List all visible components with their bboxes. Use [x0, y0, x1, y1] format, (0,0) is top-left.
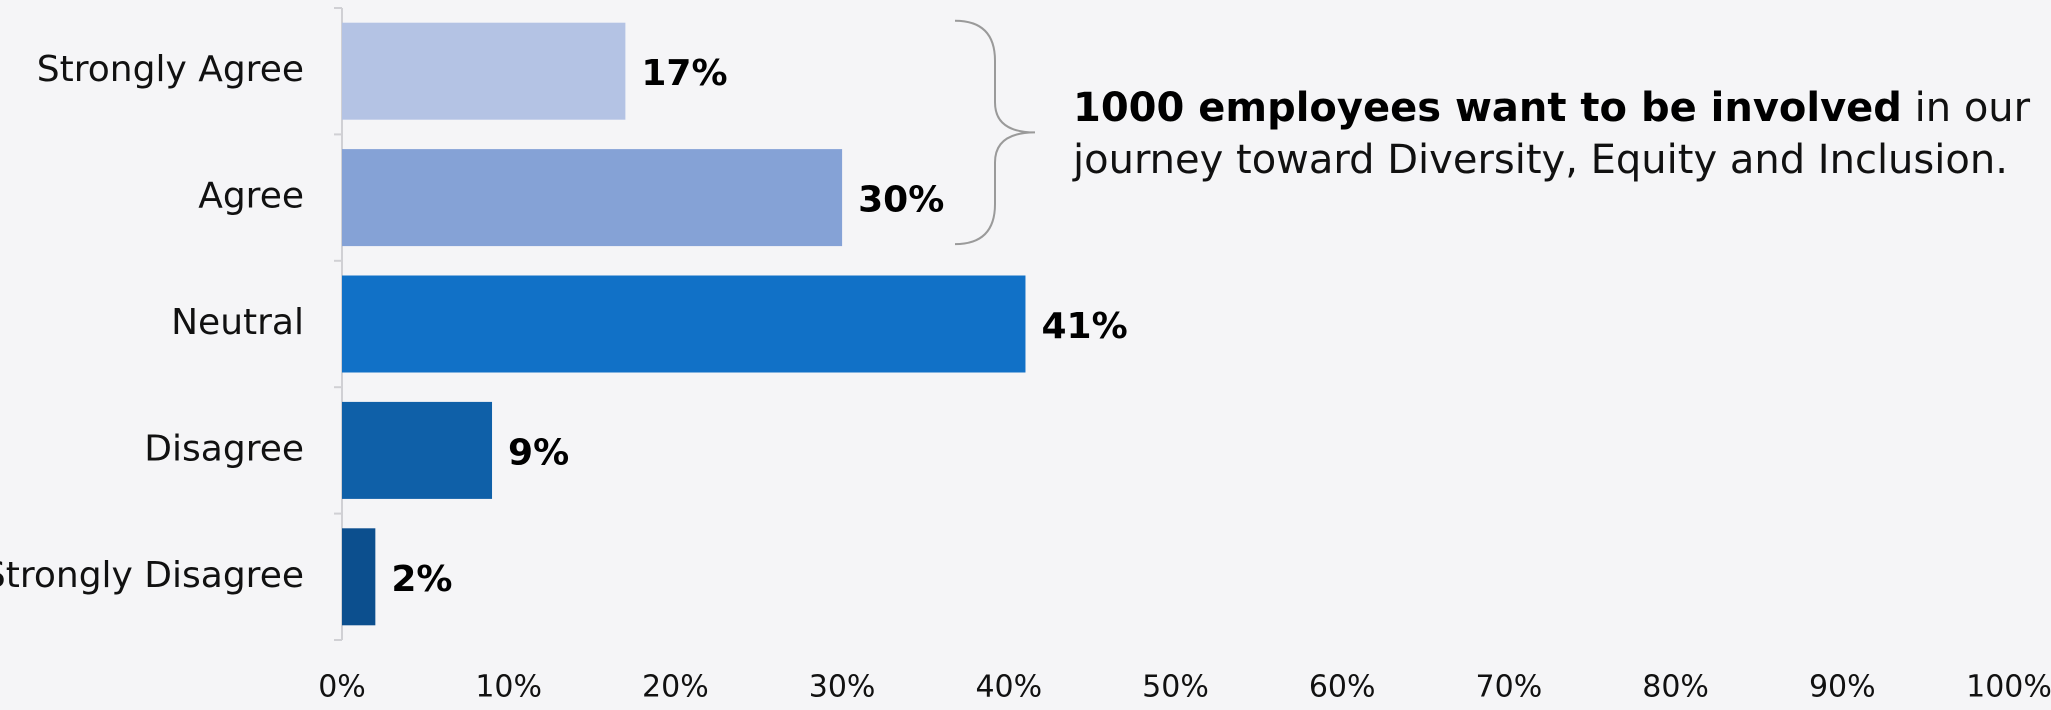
curly-brace	[954, 19, 1036, 246]
category-label: Agree	[198, 176, 304, 217]
annotation-bold: 1000 employees want to be involved	[1073, 85, 1902, 131]
x-tick-label: 40%	[975, 670, 1042, 705]
category-label: Disagree	[144, 428, 304, 469]
x-tick-label: 20%	[642, 670, 709, 705]
bar-strongly-agree	[342, 22, 626, 120]
data-label: 9%	[508, 432, 569, 473]
data-label: 2%	[391, 559, 452, 600]
annotation-text: 1000 employees want to be involved in ou…	[1073, 82, 2033, 186]
annotation-rest: in our journey toward Diversity, Equity …	[1073, 85, 2031, 183]
x-tick-label: 10%	[475, 670, 542, 705]
x-tick-label: 60%	[1309, 670, 1376, 705]
data-label: 41%	[1041, 306, 1127, 347]
bar-agree	[342, 149, 843, 247]
x-tick-label: 50%	[1142, 670, 1209, 705]
x-tick-label: 100%	[1966, 670, 2051, 705]
bar-disagree	[342, 401, 493, 499]
category-label: Strongly Agree	[37, 49, 304, 90]
x-tick-label: 80%	[1642, 670, 1709, 705]
data-label: 17%	[641, 53, 727, 94]
data-label: 30%	[858, 180, 944, 221]
x-tick-label: 90%	[1809, 670, 1876, 705]
category-label: Strongly Disagree	[0, 555, 304, 596]
bar-neutral	[342, 275, 1026, 373]
x-tick-label: 70%	[1476, 670, 1543, 705]
category-label: Neutral	[171, 302, 304, 343]
bar-strongly-disagree	[342, 528, 376, 626]
x-tick-label: 0%	[318, 670, 366, 705]
x-tick-label: 30%	[809, 670, 876, 705]
